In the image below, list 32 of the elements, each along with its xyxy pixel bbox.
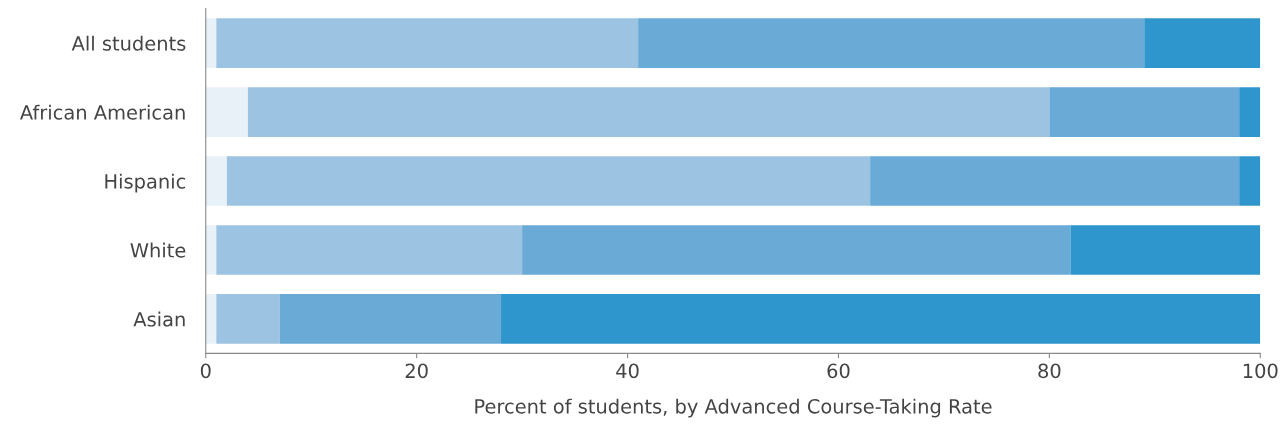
bar [279,294,502,344]
y-tick-label: White [130,242,186,258]
x-tick-label: 40 [616,363,639,379]
y-tick-label: African American [19,104,185,120]
x-tick-label: 80 [1038,363,1061,379]
bar [205,156,227,206]
bar [247,87,1050,137]
x-tick-label: 20 [405,363,428,379]
bar [1144,18,1261,68]
x-tick-label: 0 [200,363,211,379]
bar [522,225,1071,275]
bar [205,87,248,137]
bar [1049,87,1240,137]
bar [205,294,217,344]
bar [205,18,217,68]
x-tick-label: 60 [827,363,850,379]
bar [1070,225,1261,275]
bar [638,18,1145,68]
bar [226,156,871,206]
bar [1239,156,1261,206]
bar [205,225,217,275]
y-tick-label: All students [71,35,186,51]
x-axis-title: Percent of students, by Advanced Course-Taking Rate [475,398,992,418]
bar [1239,87,1261,137]
y-tick-label: Hispanic [105,173,186,193]
bar [501,294,1261,344]
bar [216,225,523,275]
bar [216,18,639,68]
bar [216,294,280,344]
y-tick-label: Asian [133,311,185,327]
x-tick-label: 100 [1243,363,1278,379]
bar [870,156,1240,206]
